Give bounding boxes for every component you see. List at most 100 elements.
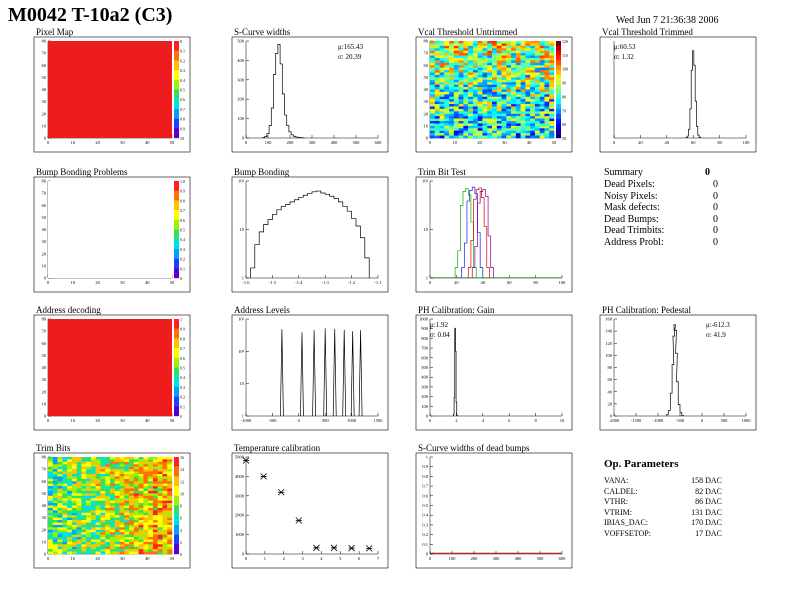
heatmap-cell xyxy=(138,520,144,523)
heatmap-cell xyxy=(549,53,555,56)
stat-text: μ:1.92 xyxy=(430,321,448,329)
heatmap-cell xyxy=(472,89,478,93)
heatmap-cell xyxy=(48,539,53,543)
colorbar-segment xyxy=(174,94,179,100)
heatmap-cell xyxy=(148,522,154,526)
colorbar-tick-label: 0.7 xyxy=(180,346,185,351)
heatmap-cell xyxy=(86,464,92,467)
heatmap-cell xyxy=(496,118,502,122)
heatmap-cell xyxy=(549,133,555,136)
heatmap-cell xyxy=(152,503,158,506)
heatmap-cell xyxy=(506,77,512,80)
x-tick-label: 500 xyxy=(721,418,729,423)
heatmap-cell xyxy=(148,539,154,543)
heatmap-cell xyxy=(515,99,521,102)
heatmap-cell xyxy=(544,123,550,127)
heatmap-cell xyxy=(119,457,125,460)
heatmap-cell xyxy=(434,89,440,93)
heatmap-cell xyxy=(520,45,526,49)
heatmap-cell xyxy=(52,495,58,499)
heatmap-cell xyxy=(95,512,101,516)
heatmap-cell xyxy=(477,65,483,68)
heatmap-cell xyxy=(148,469,154,472)
heatmap-cell xyxy=(110,469,115,472)
heatmap-cell xyxy=(76,473,82,477)
heatmap-cell xyxy=(468,106,474,110)
heatmap-cell xyxy=(482,118,488,122)
heatmap-cell xyxy=(167,498,173,501)
heatmap-cell xyxy=(515,113,521,117)
colorbar-segment xyxy=(556,89,561,95)
heatmap-cell xyxy=(129,534,135,538)
heatmap-cell xyxy=(143,486,149,489)
heatmap-cell xyxy=(477,116,483,119)
y-tick-label: 60 xyxy=(42,341,47,346)
x-tick-label: -1.1 xyxy=(374,280,381,285)
heatmap-cell xyxy=(544,79,550,83)
heatmap-cell xyxy=(52,505,58,509)
colorbar-tick-label: 0.5 xyxy=(180,88,185,93)
heatmap-cell xyxy=(439,60,445,64)
heatmap-cell xyxy=(482,106,488,110)
heatmap-cell xyxy=(100,503,106,506)
heatmap-cell xyxy=(152,457,158,460)
heatmap-cell xyxy=(48,461,53,465)
heatmap-cell xyxy=(472,48,478,51)
colorbar-tick-label: 1 xyxy=(180,317,182,322)
heatmap-cell xyxy=(110,466,115,470)
heatmap-cell xyxy=(477,43,483,47)
colorbar-segment xyxy=(174,195,179,201)
heatmap-cell xyxy=(530,106,536,110)
heatmap-cell xyxy=(549,104,555,107)
heatmap-cell xyxy=(100,461,106,465)
heatmap-cell xyxy=(544,82,550,85)
heatmap-cell xyxy=(152,493,158,496)
heatmap-cell xyxy=(90,488,96,492)
heatmap-cell xyxy=(86,541,92,545)
heatmap-cell xyxy=(162,517,168,521)
heatmap-cell xyxy=(124,549,130,552)
heatmap-cell xyxy=(95,495,101,499)
colorbar-segment xyxy=(174,391,179,397)
heatmap-cell xyxy=(129,517,135,521)
heatmap-cell xyxy=(100,532,106,535)
colorbar-segment xyxy=(174,89,179,95)
heatmap-cell xyxy=(487,45,493,49)
heatmap-cell xyxy=(129,544,135,547)
heatmap-cell xyxy=(114,527,120,530)
heatmap-cell xyxy=(444,104,450,107)
heatmap-cell xyxy=(76,532,82,535)
y-tick-label: 900 xyxy=(421,326,429,331)
heatmap-cell xyxy=(81,481,87,484)
heatmap-cell xyxy=(472,123,478,127)
heatmap-cell xyxy=(133,478,139,482)
heatmap-cell xyxy=(430,91,435,95)
heatmap-cell xyxy=(133,498,139,501)
x-tick-label: 200 xyxy=(471,556,479,561)
heatmap-cell xyxy=(525,70,531,73)
heatmap-cell xyxy=(129,469,135,472)
heatmap-cell xyxy=(515,96,521,100)
heatmap-cell xyxy=(62,546,68,550)
heatmap-cell xyxy=(71,490,77,494)
heatmap-cell xyxy=(463,125,469,129)
colorbar-segment xyxy=(174,113,179,119)
heatmap-cell xyxy=(157,532,163,535)
heatmap-cell xyxy=(544,62,550,66)
heatmap-cell xyxy=(530,70,536,73)
heatmap-cell xyxy=(492,72,497,76)
heatmap-cell xyxy=(129,486,135,489)
heatmap-cell xyxy=(162,478,168,482)
heatmap-cell xyxy=(477,55,483,59)
heatmap-cell xyxy=(138,486,144,489)
heatmap-cell xyxy=(444,94,450,97)
heatmap-cell xyxy=(506,67,512,71)
heatmap-cell xyxy=(86,515,92,518)
colorbar-tick-label: 1.0 xyxy=(180,179,185,184)
heatmap-cell xyxy=(496,133,502,136)
heatmap-cell xyxy=(138,517,144,521)
heatmap-cell xyxy=(157,507,163,511)
heatmap-cell xyxy=(477,106,483,110)
heatmap-cell xyxy=(143,527,149,530)
summary-block: Summary 0 Dead Pixels: 0 Noisy Pixels: 0 Mas… xyxy=(604,167,734,248)
